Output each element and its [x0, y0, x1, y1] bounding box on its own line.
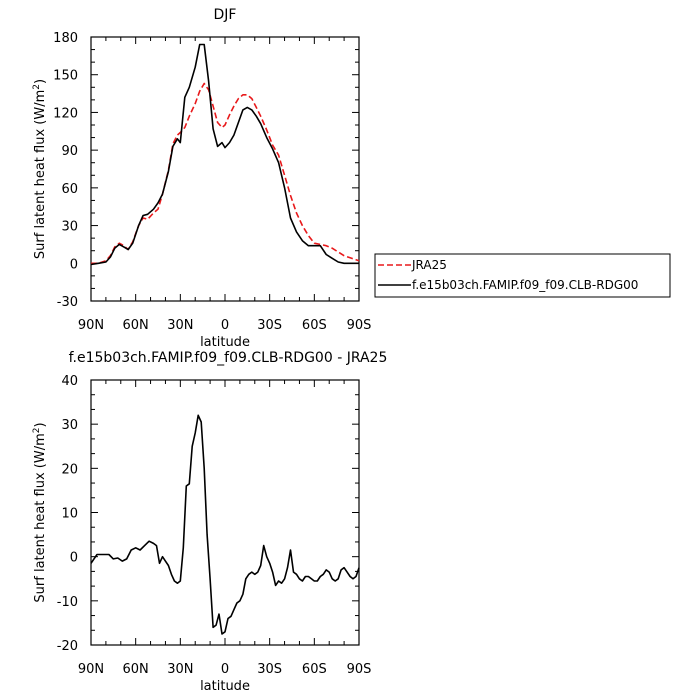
y-tick-label: 90 — [61, 144, 78, 159]
x-tick-label: 60N — [123, 662, 149, 677]
x-tick-label: 0 — [221, 662, 229, 677]
series-line-1 — [90, 43, 359, 266]
y-tick-label: -30 — [57, 295, 78, 310]
x-tick-label: 60N — [123, 318, 149, 333]
x-tick-label: 60S — [302, 662, 327, 677]
x-tick-label: 90S — [347, 662, 372, 677]
legend-label-1: f.e15b03ch.FAMIP.f09_f09.CLB-RDG00 — [412, 278, 638, 292]
y-axis-label: Surf latent heat flux (W/m2) — [32, 79, 48, 259]
x-tick-label: 90S — [347, 318, 372, 333]
y-tick-label: 60 — [61, 182, 78, 197]
x-axis-label: latitude — [200, 335, 250, 350]
y-tick-label: 30 — [61, 220, 78, 235]
y-tick-label: 30 — [61, 418, 78, 433]
chart-title: DJF — [214, 7, 237, 23]
y-tick-label: -10 — [57, 595, 78, 610]
y-tick-label: 0 — [70, 551, 78, 566]
x-tick-label: 30N — [167, 662, 193, 677]
chart-djf: DJF -30 0 30 60 90 120 150 180 90N 60N 30N 0 30S 60S 90… — [32, 7, 371, 350]
y-tick-label: 10 — [61, 507, 78, 522]
plot-frame — [90, 36, 360, 302]
x-tick-label: 60S — [302, 318, 327, 333]
x-tick-label: 30S — [257, 318, 282, 333]
x-tick-label: 30S — [257, 662, 282, 677]
y-tick-label: 40 — [61, 374, 78, 389]
x-tick-label: 90N — [78, 662, 104, 677]
x-axis-label: latitude — [200, 679, 250, 694]
y-tick-label: 20 — [61, 462, 78, 477]
x-tick-label: 30N — [167, 318, 193, 333]
y-tick-label: 0 — [70, 257, 78, 272]
chart-difference: f.e15b03ch.FAMIP.f09_f09.CLB-RDG00 - JRA… — [32, 350, 387, 694]
y-tick-label: -20 — [57, 639, 78, 654]
legend: JRA25 f.e15b03ch.FAMIP.f09_f09.CLB-RDG00 — [374, 253, 671, 298]
series-line-0 — [90, 414, 360, 635]
legend-box — [374, 253, 671, 298]
legend-label-0: JRA25 — [411, 258, 447, 272]
y-tick-label: 180 — [53, 31, 78, 46]
x-tick-label: 0 — [221, 318, 229, 333]
plot-frame — [90, 379, 360, 646]
series-line-0 — [91, 82, 360, 265]
x-tick-label: 90N — [78, 318, 104, 333]
chart-title: f.e15b03ch.FAMIP.f09_f09.CLB-RDG00 - JRA… — [69, 350, 388, 366]
y-axis-label: Surf latent heat flux (W/m2) — [32, 422, 48, 602]
y-tick-label: 150 — [53, 69, 78, 84]
y-tick-label: 120 — [53, 106, 78, 121]
